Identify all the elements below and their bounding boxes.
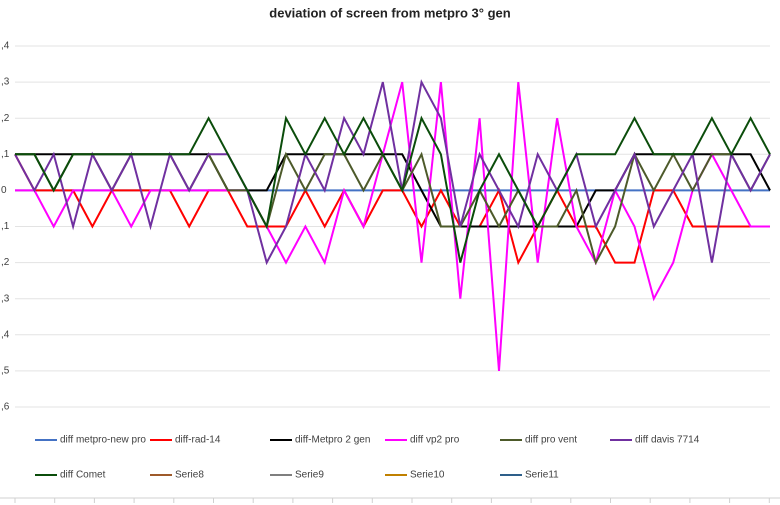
legend-label: Serie9	[295, 470, 324, 481]
y-tick-label: ,1	[1, 221, 10, 232]
legend-label: Serie11	[525, 470, 559, 481]
y-tick-label: 0	[1, 185, 7, 196]
legend-label: diff pro vent	[525, 435, 577, 446]
y-tick-label: ,1	[1, 149, 10, 160]
legend-label: diff Comet	[60, 470, 106, 481]
chart-title: deviation of screen from metpro 3° gen	[269, 5, 510, 20]
series-line	[15, 81, 770, 371]
y-tick-label: ,3	[1, 293, 10, 304]
series-line	[15, 115, 771, 263]
series-line	[14, 79, 771, 266]
y-tick-label: ,2	[1, 113, 10, 124]
legend-label: diff metpro-new pro	[60, 435, 146, 446]
legend-label: diff vp2 pro	[410, 435, 460, 446]
y-tick-label: ,5	[1, 366, 10, 377]
legend-label: Serie8	[175, 470, 204, 481]
legend-label: diff davis 7714	[635, 435, 700, 446]
y-tick-label: ,2	[1, 257, 10, 268]
y-tick-label: ,4	[1, 329, 10, 340]
legend-label: diff-rad-14	[175, 435, 221, 446]
legend-label: diff-Metpro 2 gen	[295, 435, 370, 446]
y-tick-label: ,6	[1, 402, 10, 413]
legend-label: Serie10	[410, 470, 445, 481]
y-tick-label: ,4	[1, 41, 10, 52]
y-tick-label: ,3	[1, 77, 10, 88]
